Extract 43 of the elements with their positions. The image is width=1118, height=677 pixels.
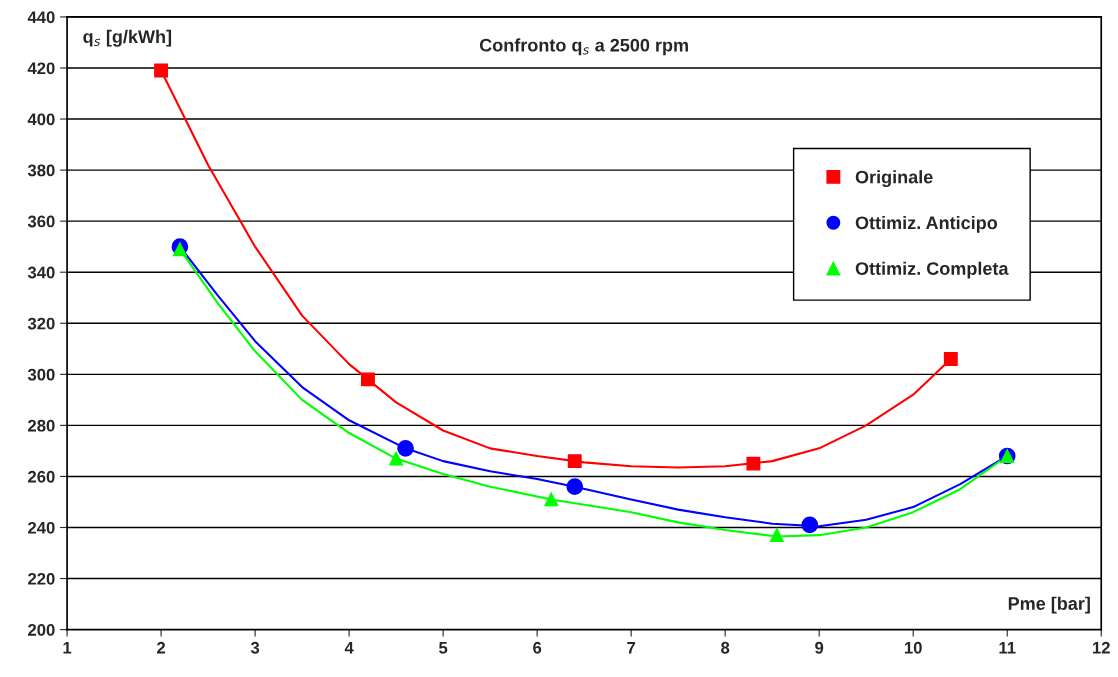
point bbox=[389, 451, 404, 466]
point bbox=[801, 516, 819, 534]
y-tick-label: 260 bbox=[28, 470, 55, 483]
x-tick-label: 10 bbox=[904, 641, 922, 654]
x-tick-label: 3 bbox=[250, 641, 260, 654]
y-tick-label: 380 bbox=[27, 164, 55, 177]
point bbox=[943, 352, 958, 366]
y-tick-label: 200 bbox=[28, 624, 55, 636]
point bbox=[360, 372, 375, 387]
point bbox=[544, 492, 559, 507]
legend-label: Ottimiz. Completa bbox=[855, 261, 1009, 279]
point bbox=[397, 440, 414, 457]
x-tick-label: 8 bbox=[721, 641, 730, 654]
y-axis-title: q$_{s}$ [g/kWh] bbox=[83, 29, 172, 47]
y-tick-label: 300 bbox=[27, 368, 55, 381]
y-tick-label: 420 bbox=[27, 62, 55, 75]
x-tick-label: 1 bbox=[63, 642, 72, 654]
y-tick-label: 360 bbox=[27, 215, 55, 228]
point bbox=[746, 456, 761, 471]
y-tick-label: 280 bbox=[28, 419, 55, 432]
y-tick-label: 400 bbox=[27, 113, 55, 126]
x-tick-label: 6 bbox=[533, 641, 542, 654]
point bbox=[154, 63, 169, 78]
x-tick-label: 5 bbox=[439, 642, 448, 654]
text: Confronto q$_{s}$ a 2500 rpm bbox=[479, 38, 688, 56]
legend-label: Originale bbox=[855, 170, 933, 188]
x-tick-label: 4 bbox=[344, 642, 354, 654]
point bbox=[172, 242, 187, 257]
y-tick-label: 340 bbox=[27, 266, 55, 279]
point bbox=[566, 478, 584, 495]
y-tick-label: 440 bbox=[27, 11, 55, 24]
x-tick-label: 12 bbox=[1093, 641, 1110, 654]
y-tick-label: 320 bbox=[27, 317, 55, 330]
point bbox=[769, 528, 784, 543]
x-tick-label: 7 bbox=[627, 642, 636, 654]
y-tick-label: 220 bbox=[28, 572, 55, 585]
x-tick-label: 2 bbox=[157, 641, 166, 654]
x-tick-label: 11 bbox=[999, 642, 1016, 654]
point bbox=[567, 454, 582, 469]
x-tick-label: 9 bbox=[815, 641, 824, 654]
y-tick-label: 240 bbox=[28, 521, 55, 534]
x-axis-title: Pme [bar] bbox=[1008, 596, 1090, 614]
legend-label: Ottimiz. Anticipo bbox=[855, 215, 998, 233]
